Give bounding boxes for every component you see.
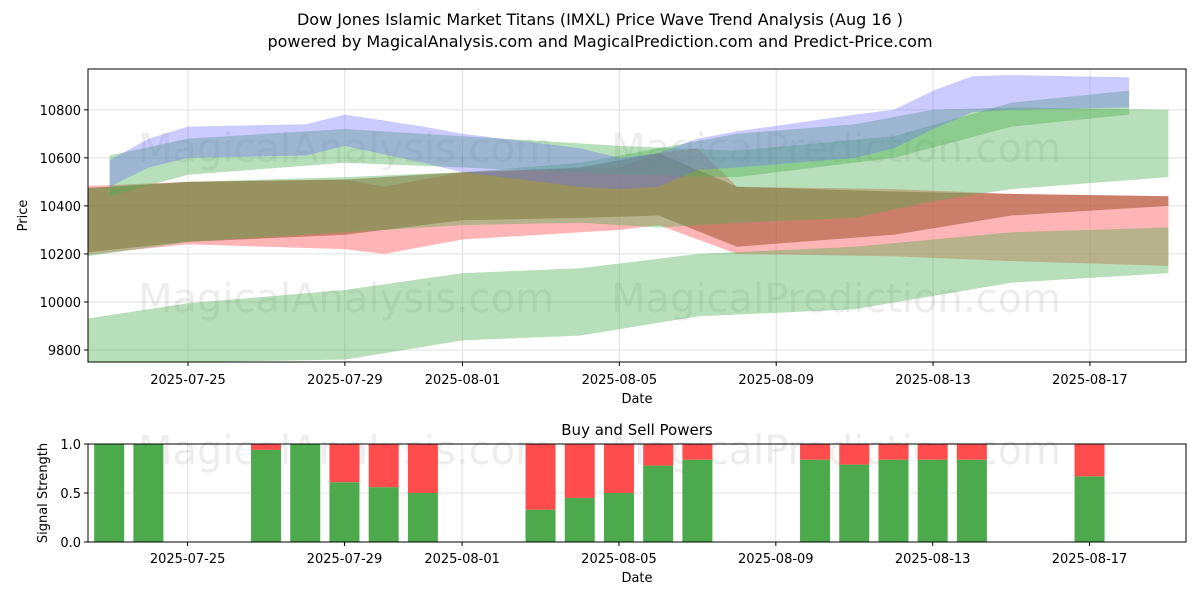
band-green-2 (88, 107, 1169, 257)
chart-title: Dow Jones Islamic Market Titans (IMXL) P… (296, 10, 904, 29)
band-green-3 (88, 227, 1169, 362)
buy-bar (564, 497, 595, 542)
buy-bar (917, 459, 948, 542)
x-tick-label: 2025-08-01 (424, 552, 500, 567)
x-tick-label: 2025-08-01 (425, 373, 501, 388)
x-tick-label: 2025-08-09 (738, 373, 814, 388)
sell-bar (251, 444, 282, 450)
sell-bar (956, 444, 987, 460)
y-tick-label: 10200 (40, 248, 81, 263)
y-tick-label: 0.5 (60, 487, 81, 502)
buy-bar (682, 459, 713, 542)
buy-bar (368, 487, 399, 542)
sell-bar (839, 444, 870, 465)
sell-bar (800, 444, 831, 460)
watermark-text: MagicalAnalysis.com (138, 276, 554, 322)
x-tick-label: 2025-08-05 (582, 373, 658, 388)
sub-chart-title: Buy and Sell Powers (561, 421, 713, 439)
sell-bar (564, 444, 595, 498)
y-axis-label: Signal Strength (36, 443, 51, 543)
y-tick-label: 10800 (40, 104, 81, 119)
buy-bar (133, 444, 164, 542)
y-tick-label: 9800 (48, 344, 81, 359)
chart-subtitle: powered by MagicalAnalysis.com and Magic… (267, 32, 933, 51)
x-tick-label: 2025-08-13 (895, 373, 971, 388)
sell-bar (603, 444, 634, 493)
x-tick-label: 2025-07-25 (150, 373, 226, 388)
y-tick-label: 10600 (40, 152, 81, 167)
band-green-1 (109, 90, 1130, 197)
x-tick-label: 2025-07-29 (307, 552, 383, 567)
plot-frame (87, 68, 1187, 363)
x-tick-label: 2025-08-13 (895, 552, 971, 567)
x-axis-label: Date (621, 392, 652, 407)
sell-bar (682, 444, 713, 460)
band-brown-5 (88, 153, 1169, 253)
buy-bar (878, 459, 909, 542)
y-axis-label: Price (16, 200, 31, 232)
buy-bar (407, 493, 438, 542)
sell-bar (878, 444, 909, 460)
sell-bar (643, 444, 674, 466)
y-tick-label: 1.0 (60, 438, 81, 453)
buy-bar (1074, 476, 1105, 542)
watermark-text: MagicalPrediction.com (611, 428, 1061, 474)
watermark-text: MagicalPrediction.com (611, 276, 1061, 322)
y-tick-label: 10400 (40, 200, 81, 215)
buy-bar (603, 493, 634, 542)
buy-bar (329, 482, 360, 542)
sell-bar (368, 444, 399, 488)
sell-bar (525, 444, 556, 510)
buy-bar (956, 459, 987, 542)
band-blue-0 (109, 75, 1130, 190)
buy-bar (251, 449, 282, 542)
x-tick-label: 2025-07-29 (307, 373, 383, 388)
sell-bar (1074, 444, 1105, 477)
x-tick-label: 2025-08-17 (1052, 373, 1128, 388)
y-tick-label: 10000 (40, 296, 81, 311)
sell-bar (917, 444, 948, 460)
buy-bar (525, 509, 556, 542)
x-tick-label: 2025-08-17 (1052, 552, 1128, 567)
x-axis-label: Date (621, 571, 652, 586)
y-tick-label: 0.0 (60, 536, 81, 551)
x-tick-label: 2025-08-05 (581, 552, 657, 567)
sell-bar (407, 444, 438, 493)
buy-bar (94, 444, 125, 542)
buy-bar (800, 459, 831, 542)
watermark-text: MagicalAnalysis.com (138, 126, 554, 172)
buy-bar (839, 464, 870, 542)
x-tick-label: 2025-07-25 (150, 552, 226, 567)
x-tick-label: 2025-08-09 (738, 552, 814, 567)
buy-bar (643, 465, 674, 542)
buy-bar (290, 444, 321, 542)
sell-bar (329, 444, 360, 483)
